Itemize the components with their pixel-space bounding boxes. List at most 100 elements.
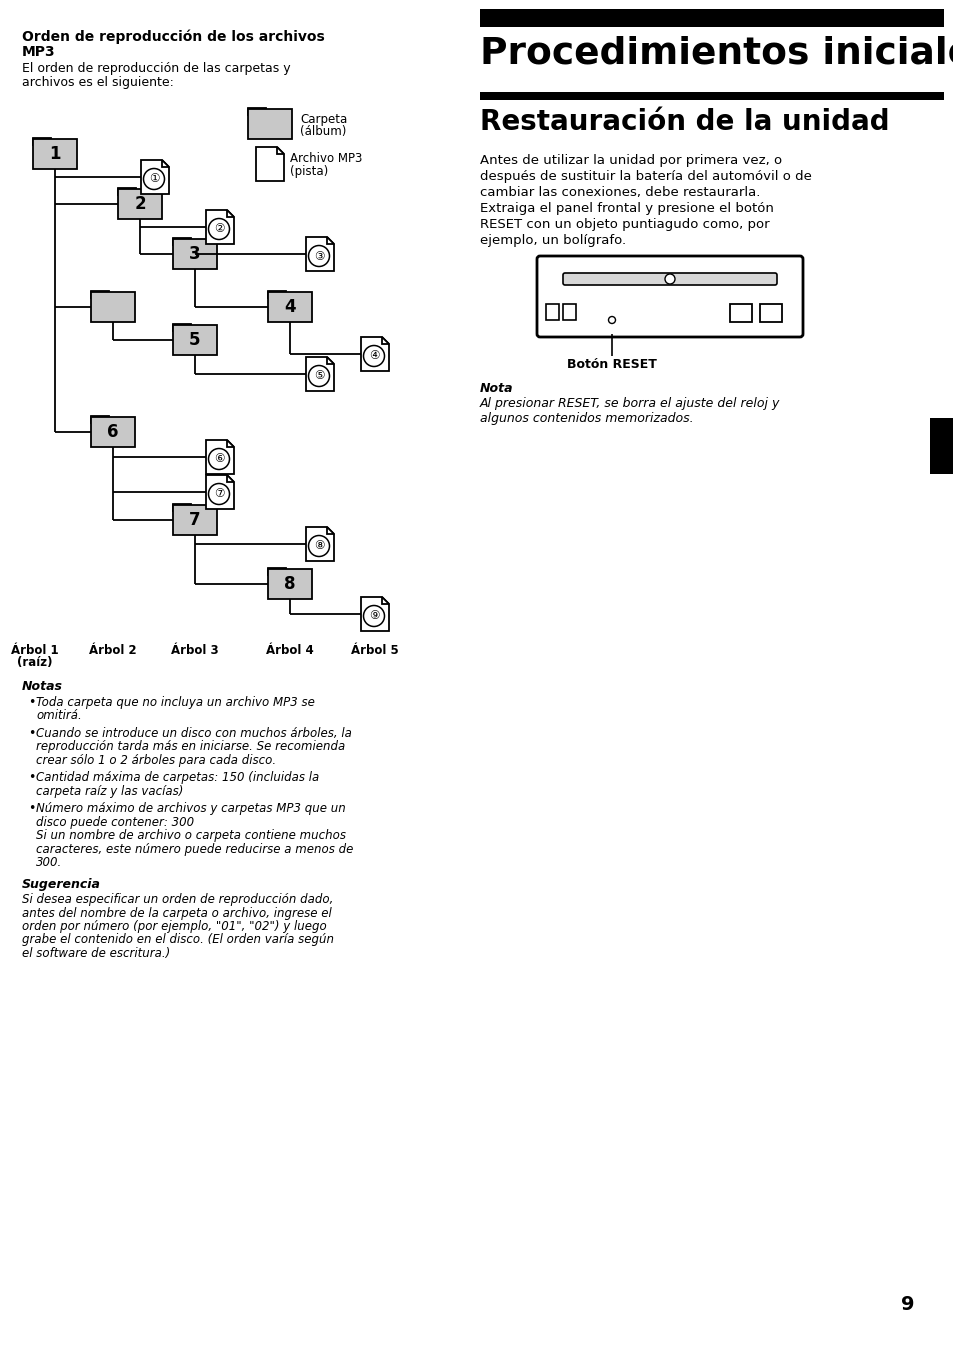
Text: El orden de reproducción de las carpetas y: El orden de reproducción de las carpetas…: [22, 62, 291, 74]
Text: 8: 8: [284, 575, 295, 594]
Polygon shape: [327, 237, 334, 243]
Text: •: •: [28, 696, 35, 708]
Bar: [268, 568, 286, 575]
Polygon shape: [227, 439, 233, 448]
Bar: [91, 416, 110, 423]
Text: Número máximo de archivos y carpetas MP3 que un: Número máximo de archivos y carpetas MP3…: [36, 803, 345, 815]
Circle shape: [363, 346, 384, 366]
Text: ④: ④: [369, 350, 379, 362]
Text: (raíz): (raíz): [17, 656, 52, 669]
Text: Carpeta: Carpeta: [299, 112, 347, 126]
Text: Procedimientos iniciales: Procedimientos iniciales: [479, 37, 953, 72]
Bar: [172, 324, 192, 331]
Bar: [268, 292, 312, 322]
Polygon shape: [306, 527, 334, 561]
FancyBboxPatch shape: [537, 256, 802, 337]
Text: carpeta raíz y las vacías): carpeta raíz y las vacías): [36, 786, 183, 798]
Polygon shape: [306, 237, 334, 270]
Text: ①: ①: [149, 173, 159, 185]
Bar: [91, 416, 135, 448]
Bar: [118, 189, 162, 219]
Bar: [172, 324, 216, 356]
Bar: [562, 304, 576, 320]
Text: el software de escritura.): el software de escritura.): [22, 946, 170, 960]
Text: ⑨: ⑨: [369, 610, 379, 622]
Circle shape: [209, 484, 230, 504]
Bar: [729, 304, 751, 322]
Circle shape: [143, 169, 164, 189]
Text: Antes de utilizar la unidad por primera vez, o: Antes de utilizar la unidad por primera …: [479, 154, 781, 168]
Text: ②: ②: [213, 223, 224, 235]
Text: ⑧: ⑧: [314, 539, 324, 553]
Polygon shape: [360, 337, 389, 370]
Text: RESET con un objeto puntiagudo como, por: RESET con un objeto puntiagudo como, por: [479, 218, 769, 231]
Polygon shape: [255, 147, 284, 181]
Text: ejemplo, un bolígrafo.: ejemplo, un bolígrafo.: [479, 234, 625, 247]
Text: 300.: 300.: [36, 857, 62, 869]
Text: Sugerencia: Sugerencia: [22, 877, 101, 891]
Bar: [91, 291, 110, 297]
Bar: [248, 108, 266, 115]
Text: Botón RESET: Botón RESET: [566, 358, 657, 370]
Circle shape: [608, 316, 615, 323]
Text: Cantidad máxima de carpetas: 150 (incluidas la: Cantidad máxima de carpetas: 150 (inclui…: [36, 772, 319, 784]
Polygon shape: [206, 210, 233, 243]
Circle shape: [209, 449, 230, 469]
Text: Nota: Nota: [479, 383, 513, 395]
Circle shape: [308, 365, 329, 387]
Polygon shape: [360, 598, 389, 631]
Polygon shape: [206, 439, 233, 475]
Text: •: •: [28, 803, 35, 815]
Text: (pista): (pista): [290, 165, 328, 177]
Text: algunos contenidos memorizados.: algunos contenidos memorizados.: [479, 412, 693, 425]
Text: después de sustituir la batería del automóvil o de: después de sustituir la batería del auto…: [479, 170, 811, 183]
Bar: [268, 291, 286, 297]
Text: Toda carpeta que no incluya un archivo MP3 se: Toda carpeta que no incluya un archivo M…: [36, 696, 314, 708]
Text: 3: 3: [189, 245, 200, 264]
Text: orden por número (por ejemplo, "01", "02") y luego: orden por número (por ejemplo, "01", "02…: [22, 919, 327, 933]
Text: antes del nombre de la carpeta o archivo, ingrese el: antes del nombre de la carpeta o archivo…: [22, 906, 332, 919]
Text: ⑥: ⑥: [213, 453, 224, 465]
Bar: [268, 569, 312, 599]
Bar: [118, 188, 136, 195]
Circle shape: [363, 606, 384, 626]
Polygon shape: [306, 357, 334, 391]
Text: 5: 5: [189, 331, 200, 349]
Bar: [929, 418, 953, 475]
Text: Árbol 5: Árbol 5: [351, 644, 398, 657]
Circle shape: [308, 246, 329, 266]
Polygon shape: [227, 475, 233, 483]
Bar: [248, 110, 292, 139]
Text: 1: 1: [50, 145, 61, 164]
Text: ③: ③: [314, 250, 324, 262]
Text: 6: 6: [107, 423, 118, 441]
Polygon shape: [227, 210, 233, 218]
Text: ⑦: ⑦: [213, 488, 224, 500]
Polygon shape: [381, 337, 389, 343]
Polygon shape: [381, 598, 389, 604]
Text: caracteres, este número puede reducirse a menos de: caracteres, este número puede reducirse …: [36, 844, 353, 856]
Text: cambiar las conexiones, debe restaurarla.: cambiar las conexiones, debe restaurarla…: [479, 187, 760, 199]
Text: reproducción tarda más en iniciarse. Se recomienda: reproducción tarda más en iniciarse. Se …: [36, 741, 345, 753]
Bar: [545, 304, 558, 320]
Polygon shape: [327, 527, 334, 534]
Text: Extraiga el panel frontal y presione el botón: Extraiga el panel frontal y presione el …: [479, 201, 773, 215]
Text: ⑤: ⑤: [314, 369, 324, 383]
Text: Árbol 3: Árbol 3: [171, 644, 218, 657]
Text: omitirá.: omitirá.: [36, 710, 82, 722]
Text: 9: 9: [901, 1295, 914, 1314]
Circle shape: [209, 219, 230, 239]
Text: (álbum): (álbum): [299, 124, 346, 138]
Text: Si desea especificar un orden de reproducción dado,: Si desea especificar un orden de reprodu…: [22, 894, 333, 906]
Text: Si un nombre de archivo o carpeta contiene muchos: Si un nombre de archivo o carpeta contie…: [36, 830, 346, 842]
Text: 4: 4: [284, 297, 295, 316]
Text: Al presionar RESET, se borra el ajuste del reloj y: Al presionar RESET, se borra el ajuste d…: [479, 397, 780, 410]
Bar: [172, 238, 192, 245]
FancyBboxPatch shape: [562, 273, 776, 285]
Text: •: •: [28, 727, 35, 740]
Text: grabe el contenido en el disco. (El orden varía según: grabe el contenido en el disco. (El orde…: [22, 933, 334, 946]
Text: crear sólo 1 o 2 árboles para cada disco.: crear sólo 1 o 2 árboles para cada disco…: [36, 754, 275, 767]
Text: disco puede contener: 300: disco puede contener: 300: [36, 817, 193, 829]
Polygon shape: [276, 147, 284, 154]
Bar: [172, 506, 216, 535]
